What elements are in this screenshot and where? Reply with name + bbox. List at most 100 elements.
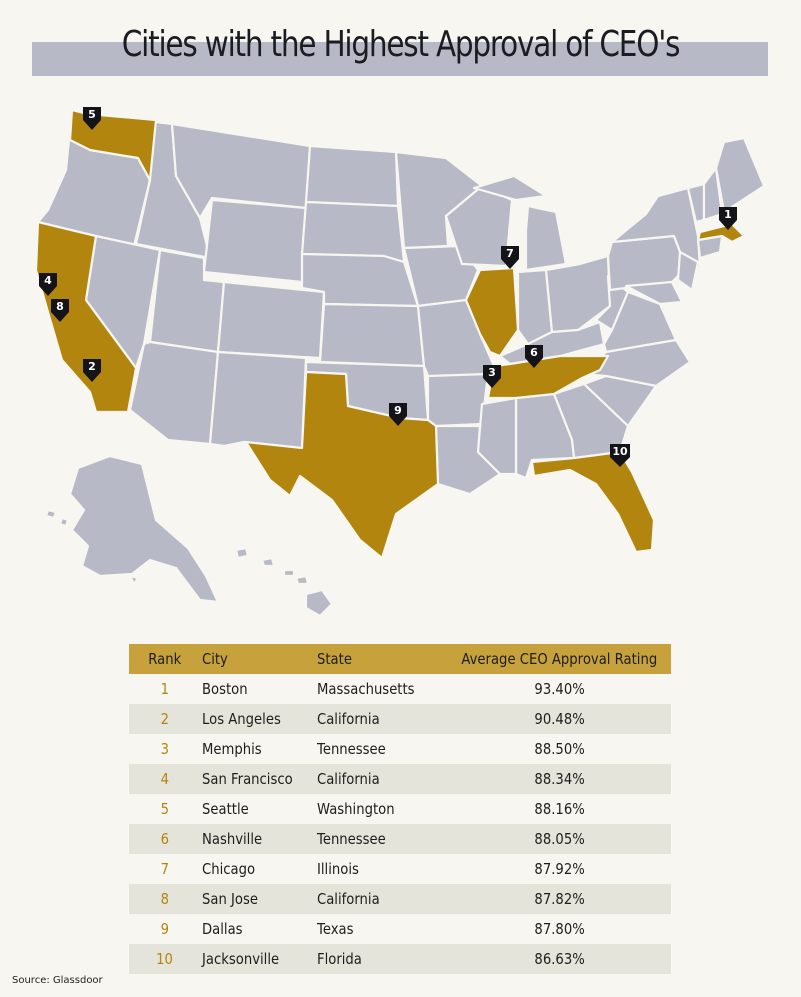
cell-city: Seattle	[201, 800, 249, 818]
cell-rating: 87.92%	[534, 860, 585, 878]
us-map: 1 2 3 4 5 6 7 8	[34, 107, 766, 618]
state-california	[34, 220, 138, 414]
cell-rating: 87.80%	[534, 920, 585, 938]
state-texas	[244, 370, 440, 560]
ranking-table: Rank City State Average CEO Approval Rat…	[129, 644, 671, 974]
hawaii-island	[282, 568, 296, 578]
map-marker-4[interactable]: 4	[39, 273, 57, 296]
cell-city: San Jose	[199, 884, 318, 914]
map-marker-7[interactable]: 7	[501, 246, 519, 269]
cell-rank: 9	[160, 920, 169, 938]
state-maine	[714, 136, 766, 214]
table-row: 10 Jacksonville Florida 86.63%	[129, 944, 671, 974]
state-colorado	[216, 280, 326, 360]
map-marker-3[interactable]: 3	[483, 365, 501, 388]
cell-rating: 90.48%	[448, 704, 671, 734]
cell-city: Jacksonville	[199, 944, 318, 974]
state-illinois	[464, 266, 520, 358]
cell-rating: 88.05%	[448, 824, 671, 854]
header-state: State	[317, 644, 449, 674]
cell-state: California	[317, 704, 449, 734]
table-header-row: Rank City State Average CEO Approval Rat…	[129, 644, 671, 674]
cell-state: Illinois	[317, 860, 360, 878]
cell-rank: 6	[129, 824, 200, 854]
source-note: Source: Glassdoor	[12, 975, 103, 986]
alaska-island	[128, 574, 140, 586]
cell-city: Dallas	[201, 920, 243, 938]
cell-rating: 88.34%	[448, 764, 671, 794]
map-marker-5[interactable]: 5	[83, 107, 101, 130]
hawaii-island	[294, 574, 310, 586]
header-rank: Rank	[129, 644, 200, 674]
table-row: 2 Los Angeles California 90.48%	[129, 704, 671, 734]
marker-label: 1	[724, 208, 732, 221]
state-newmexico	[208, 350, 308, 450]
cell-state: Massachusetts	[317, 680, 415, 698]
cell-rank: 10	[129, 944, 200, 974]
cell-city: Boston	[201, 680, 248, 698]
state-florida	[530, 450, 656, 554]
state-arkansas	[426, 372, 490, 428]
cell-city: Memphis	[201, 740, 262, 758]
state-newjersey	[676, 250, 700, 292]
map-marker-8[interactable]: 8	[51, 299, 69, 322]
state-maryland	[624, 280, 684, 306]
state-michigan-up	[472, 174, 548, 202]
marker-label: 5	[88, 108, 96, 121]
cell-rank: 4	[129, 764, 200, 794]
cell-rating: 93.40%	[534, 680, 585, 698]
cell-state: California	[317, 764, 449, 794]
alaska-island	[44, 508, 58, 520]
table-row: 8 San Jose California 87.82%	[129, 884, 671, 914]
map-marker-2[interactable]: 2	[83, 359, 101, 382]
marker-label: 8	[56, 300, 64, 313]
cell-state: California	[317, 884, 449, 914]
states-base	[36, 120, 766, 496]
hawaii-island	[234, 546, 250, 560]
map-marker-9[interactable]: 9	[389, 403, 407, 426]
table-row: 4 San Francisco California 88.34%	[129, 764, 671, 794]
cell-rank: 5	[160, 800, 169, 818]
cell-rating: 88.50%	[534, 740, 585, 758]
marker-label: 7	[506, 247, 514, 260]
state-pennsylvania	[606, 234, 688, 292]
state-michigan	[524, 204, 568, 272]
cell-city: Chicago	[201, 860, 255, 878]
header-city: City	[199, 644, 318, 674]
table-row: 7 Chicago Illinois 87.92%	[129, 854, 671, 884]
map-marker-6[interactable]: 6	[525, 345, 543, 368]
marker-label: 6	[530, 346, 538, 359]
state-kansas	[318, 302, 426, 368]
cell-state: Washington	[317, 800, 395, 818]
cell-rating: 88.16%	[534, 800, 585, 818]
states-highlighted	[34, 108, 746, 560]
cell-state: Tennessee	[317, 824, 449, 854]
map-marker-1[interactable]: 1	[719, 207, 737, 230]
cell-city: San Francisco	[199, 764, 318, 794]
cell-rank: 3	[160, 740, 169, 758]
cell-rating: 87.82%	[448, 884, 671, 914]
table-row: 3 Memphis Tennessee 88.50%	[129, 734, 671, 764]
cell-city: Los Angeles	[199, 704, 318, 734]
hawaii	[234, 546, 334, 618]
marker-label: 2	[88, 360, 96, 373]
alaska	[44, 454, 220, 604]
state-wisconsin	[444, 184, 514, 268]
cell-rank: 7	[160, 860, 169, 878]
marker-label: 10	[612, 445, 628, 458]
cell-rank: 1	[160, 680, 169, 698]
title-bar	[32, 42, 768, 76]
cell-state: Texas	[317, 920, 354, 938]
map-marker-10[interactable]: 10	[610, 444, 630, 467]
state-arizona	[128, 340, 220, 446]
cell-city: Nashville	[199, 824, 318, 854]
cell-state: Florida	[317, 944, 449, 974]
table-row: 6 Nashville Tennessee 88.05%	[129, 824, 671, 854]
marker-label: 9	[394, 404, 402, 417]
table-row: 5 Seattle Washington 88.16%	[129, 794, 671, 824]
cell-state: Tennessee	[317, 740, 386, 758]
table-row: 1 Boston Massachusetts 93.40%	[129, 674, 671, 704]
alaska-island	[58, 516, 70, 528]
page-title: Cities with the Highest Approval of CEO'…	[121, 24, 681, 65]
cell-rank: 8	[129, 884, 200, 914]
